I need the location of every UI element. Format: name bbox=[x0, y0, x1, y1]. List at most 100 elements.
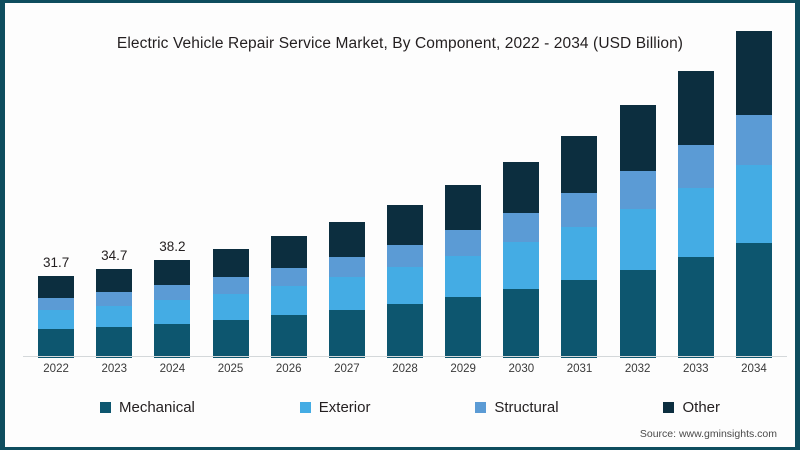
plot-area: 31.7 34.7 38.2 bbox=[27, 30, 783, 358]
bar-group-2028[interactable] bbox=[376, 75, 434, 358]
bar-segment-other[interactable] bbox=[503, 161, 540, 213]
stacked-bar[interactable] bbox=[212, 248, 249, 358]
bar-segment-exterior[interactable] bbox=[445, 255, 482, 298]
bar-segment-structural[interactable] bbox=[735, 115, 772, 165]
bar-segment-structural[interactable] bbox=[328, 256, 365, 278]
bar-segment-structural[interactable] bbox=[154, 285, 191, 300]
square-swatch-icon bbox=[475, 402, 487, 413]
square-swatch-icon bbox=[299, 402, 311, 413]
bar-segment-mechanical[interactable] bbox=[212, 319, 249, 358]
bar-segment-other[interactable] bbox=[735, 30, 772, 116]
x-axis-label-2026: 2026 bbox=[275, 363, 302, 375]
x-axis-label-2034: 2034 bbox=[741, 363, 767, 375]
bar-segment-exterior[interactable] bbox=[154, 299, 191, 324]
bar-segment-mechanical[interactable] bbox=[677, 257, 714, 358]
bar-segment-other[interactable] bbox=[270, 236, 307, 268]
bar-group-2024[interactable]: 38.2 bbox=[143, 75, 201, 358]
bar-segment-mechanical[interactable] bbox=[503, 289, 540, 358]
stacked-bar[interactable] bbox=[503, 161, 540, 358]
chart-legend: Mechanical Exterior Structural Other bbox=[100, 399, 720, 416]
bar-segment-structural[interactable] bbox=[387, 244, 424, 268]
bar-segment-exterior[interactable] bbox=[561, 226, 598, 281]
bar-group-2023[interactable]: 34.7 bbox=[85, 75, 143, 358]
bar-segment-mechanical[interactable] bbox=[270, 315, 307, 358]
x-axis-label-2033: 2033 bbox=[683, 363, 709, 375]
bar-group-2031[interactable] bbox=[550, 75, 608, 358]
legend-item-other[interactable]: Other bbox=[663, 399, 720, 416]
bar-segment-structural[interactable] bbox=[503, 212, 540, 243]
bar-segment-mechanical[interactable] bbox=[154, 323, 191, 358]
stacked-bar[interactable] bbox=[619, 105, 656, 358]
x-axis-line bbox=[23, 356, 787, 357]
legend-item-exterior[interactable]: Exterior bbox=[299, 399, 370, 416]
bar-segment-exterior[interactable] bbox=[270, 285, 307, 316]
bar-group-2027[interactable] bbox=[318, 75, 376, 358]
stacked-bar[interactable] bbox=[735, 30, 772, 358]
stacked-bar[interactable] bbox=[328, 221, 365, 358]
bar-segment-structural[interactable] bbox=[561, 193, 598, 227]
bar-segment-other[interactable] bbox=[561, 135, 598, 194]
bar-group-2033[interactable] bbox=[667, 70, 725, 358]
bar-group-2034[interactable] bbox=[725, 30, 783, 358]
stacked-bar[interactable] bbox=[154, 259, 191, 358]
bar-segment-other[interactable] bbox=[677, 70, 714, 146]
bar-group-2025[interactable] bbox=[201, 75, 259, 358]
bar-group-2029[interactable] bbox=[434, 75, 492, 358]
bar-group-2026[interactable] bbox=[260, 75, 318, 358]
x-axis-label-2028: 2028 bbox=[392, 363, 418, 375]
bar-segment-mechanical[interactable] bbox=[735, 243, 772, 358]
bar-segment-exterior[interactable] bbox=[735, 164, 772, 244]
bar-segment-mechanical[interactable] bbox=[328, 310, 365, 358]
bar-segment-mechanical[interactable] bbox=[445, 297, 482, 358]
bar-segment-structural[interactable] bbox=[445, 229, 482, 256]
stacked-bar[interactable] bbox=[96, 268, 133, 358]
bar-group-2022[interactable]: 31.7 bbox=[27, 75, 85, 358]
bar-segment-exterior[interactable] bbox=[387, 267, 424, 305]
stacked-bar[interactable] bbox=[561, 135, 598, 358]
bar-segment-other[interactable] bbox=[38, 276, 75, 298]
legend-label: Structural bbox=[494, 399, 559, 416]
bar-segment-exterior[interactable] bbox=[96, 305, 133, 327]
legend-item-mechanical[interactable]: Mechanical bbox=[100, 399, 195, 416]
x-axis-label-2024: 2024 bbox=[159, 363, 186, 375]
bar-segment-structural[interactable] bbox=[677, 145, 714, 189]
bar-value-label: 31.7 bbox=[42, 255, 70, 271]
stacked-bar[interactable] bbox=[38, 276, 75, 358]
bar-segment-mechanical[interactable] bbox=[619, 269, 656, 358]
bar-group-2030[interactable] bbox=[492, 75, 550, 358]
bar-segment-other[interactable] bbox=[619, 105, 656, 171]
bar-segment-exterior[interactable] bbox=[503, 242, 540, 290]
bar-segment-other[interactable] bbox=[96, 268, 133, 293]
stacked-bar[interactable] bbox=[677, 70, 714, 358]
bar-group-2032[interactable] bbox=[609, 75, 667, 358]
bar-segment-mechanical[interactable] bbox=[96, 326, 133, 358]
bar-segment-structural[interactable] bbox=[270, 267, 307, 286]
bar-segment-structural[interactable] bbox=[619, 170, 656, 209]
bar-segment-other[interactable] bbox=[387, 204, 424, 245]
bar-segment-exterior[interactable] bbox=[38, 309, 75, 330]
bar-segment-mechanical[interactable] bbox=[387, 304, 424, 358]
x-axis-label-2029: 2029 bbox=[450, 363, 476, 375]
bar-segment-exterior[interactable] bbox=[677, 188, 714, 258]
bar-segment-exterior[interactable] bbox=[328, 277, 365, 311]
bar-segment-other[interactable] bbox=[212, 248, 249, 278]
bar-segment-exterior[interactable] bbox=[212, 293, 249, 320]
stacked-bar[interactable] bbox=[387, 204, 424, 358]
legend-label: Mechanical bbox=[119, 399, 195, 416]
bar-segment-structural[interactable] bbox=[212, 277, 249, 294]
stacked-bar[interactable] bbox=[270, 236, 307, 358]
bar-segment-other[interactable] bbox=[445, 184, 482, 230]
bar-segment-mechanical[interactable] bbox=[38, 329, 75, 358]
bar-segment-structural[interactable] bbox=[96, 292, 133, 306]
x-axis-label-2023: 2023 bbox=[101, 363, 128, 375]
bar-segment-other[interactable] bbox=[154, 259, 191, 286]
source-attribution: Source: www.gminsights.com bbox=[639, 428, 777, 440]
bar-segment-structural[interactable] bbox=[38, 297, 75, 310]
bar-segment-exterior[interactable] bbox=[619, 208, 656, 270]
stacked-bar[interactable] bbox=[445, 184, 482, 358]
x-axis-label-2032: 2032 bbox=[624, 363, 651, 375]
bar-segment-mechanical[interactable] bbox=[561, 280, 598, 358]
legend-item-structural[interactable]: Structural bbox=[475, 399, 559, 416]
bar-value-label: 38.2 bbox=[159, 238, 186, 254]
bar-segment-other[interactable] bbox=[328, 221, 365, 257]
